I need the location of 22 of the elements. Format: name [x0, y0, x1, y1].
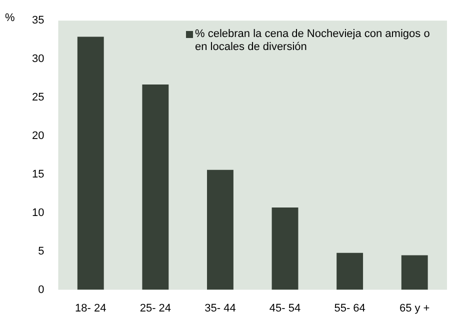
y-tick-label: 10: [32, 206, 44, 219]
bar: [272, 208, 298, 290]
bar: [77, 36, 104, 290]
y-tick-label: 20: [32, 130, 44, 142]
legend-label: % celebran la cena de Nochevieja con amigos o en locales de diversión: [195, 28, 431, 54]
y-tick-label: 30: [32, 53, 44, 66]
bar: [401, 255, 428, 290]
y-tick-label: 35: [32, 14, 44, 27]
y-tick-label: 25: [32, 92, 44, 104]
y-axis-title: %: [5, 12, 15, 24]
x-tick-label: 25- 24: [140, 302, 172, 314]
y-tick-label: 0: [38, 284, 44, 296]
x-tick-label: 18- 24: [75, 302, 106, 314]
bar: [336, 252, 364, 290]
x-tick-label: 45- 54: [269, 302, 301, 314]
bar: [207, 170, 234, 290]
y-tick-label: 15: [32, 168, 44, 180]
y-tick-label: 5: [38, 245, 44, 258]
x-tick-label: 55- 64: [334, 302, 366, 314]
x-tick-label: 35- 44: [204, 302, 236, 314]
bar: [142, 84, 169, 290]
x-tick-label: 65 y +: [399, 302, 430, 314]
